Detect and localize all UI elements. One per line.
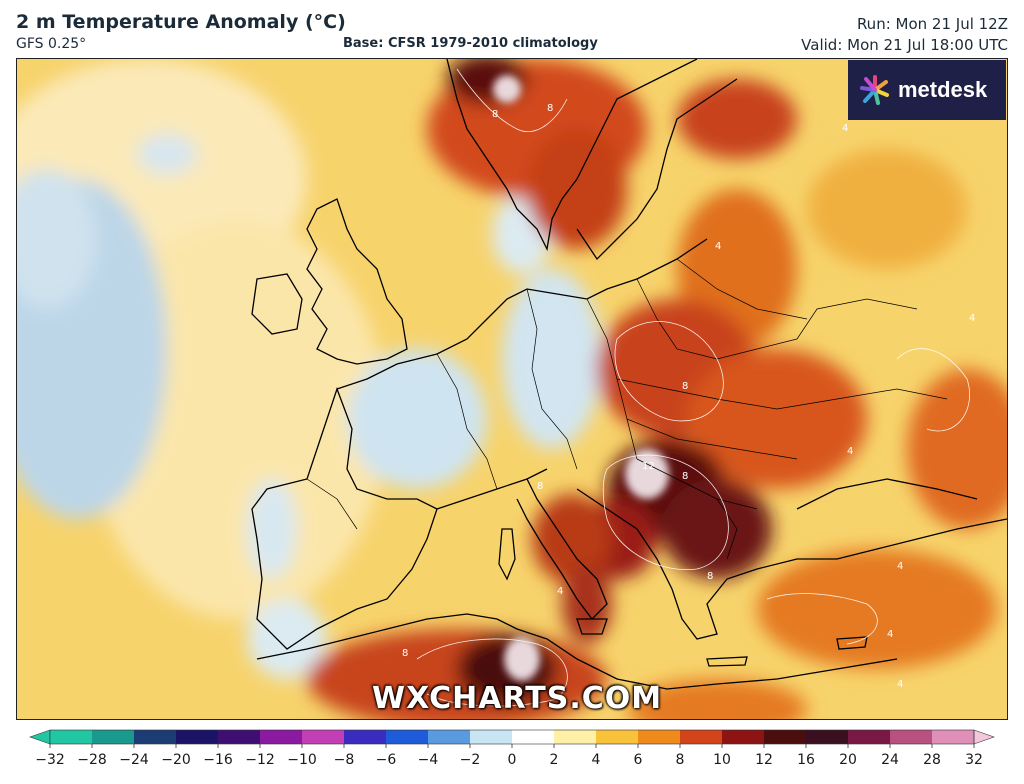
metdesk-logo-text: metdesk bbox=[898, 77, 988, 102]
contour-label: 8 bbox=[707, 571, 713, 582]
legend-tick-label: −6 bbox=[376, 752, 397, 768]
legend-tick-label: 20 bbox=[839, 752, 857, 768]
legend-tick-label: 24 bbox=[881, 752, 899, 768]
temperature-anomaly-map: 8 8 4 4 4 4 4 4 12 8 8 8 4 4 8 8 bbox=[16, 58, 1008, 720]
legend-tick-label: 4 bbox=[592, 752, 601, 768]
coastlines bbox=[251, 59, 1007, 690]
legend-swatch bbox=[92, 730, 135, 744]
color-legend-labels: −32 −28 −24 −20 −16 −12 −10 −8 −6 −4 −2 0 2 4 6 8 10 12 16… bbox=[35, 744, 983, 768]
contour-label: 4 bbox=[715, 241, 721, 252]
legend-tick-label: 6 bbox=[634, 752, 643, 768]
legend-swatch bbox=[176, 730, 219, 744]
contour-label: 8 bbox=[547, 103, 553, 114]
contour-label: 4 bbox=[842, 123, 848, 134]
legend-tick-label: −4 bbox=[418, 752, 439, 768]
climatology-base-label: Base: CFSR 1979-2010 climatology bbox=[343, 36, 598, 51]
legend-tick-label: −16 bbox=[203, 752, 233, 768]
model-label: GFS 0.25° bbox=[16, 36, 87, 52]
contour-label: 8 bbox=[402, 648, 408, 659]
legend-tick-label: −28 bbox=[77, 752, 107, 768]
legend-swatch bbox=[50, 730, 93, 744]
metdesk-pinwheel-icon bbox=[860, 75, 889, 105]
legend-swatch bbox=[932, 730, 975, 744]
contour-label: 8 bbox=[492, 109, 498, 120]
legend-swatch bbox=[344, 730, 387, 744]
contour-label: 4 bbox=[897, 561, 903, 572]
legend-swatch bbox=[470, 730, 513, 744]
contour-label: 8 bbox=[682, 471, 688, 482]
legend-tick-label: −12 bbox=[245, 752, 275, 768]
contour-lines bbox=[416, 68, 970, 707]
legend-tick-label: −8 bbox=[334, 752, 355, 768]
legend-tick-label: 2 bbox=[550, 752, 559, 768]
color-legend: −32 −28 −24 −20 −16 −12 −10 −8 −6 −4 −2 0 2 4 6 8 10 12 16… bbox=[29, 729, 995, 768]
legend-tick-label: 28 bbox=[923, 752, 941, 768]
wxcharts-watermark: WXCHARTS.COM bbox=[372, 681, 663, 716]
extreme-cores bbox=[493, 75, 669, 681]
contour-label: 12 bbox=[642, 461, 655, 472]
borders bbox=[306, 258, 948, 560]
run-time-label: Run: Mon 21 Jul 12Z bbox=[856, 15, 1008, 33]
legend-tick-label: −24 bbox=[119, 752, 149, 768]
contour-label: 4 bbox=[557, 586, 563, 597]
color-legend-bar bbox=[29, 729, 995, 745]
legend-swatch bbox=[386, 730, 429, 744]
legend-swatch bbox=[680, 730, 723, 744]
contour-label-layer: 8 8 4 4 4 4 4 4 12 8 8 8 4 4 8 8 bbox=[402, 103, 975, 690]
legend-tick-label: 8 bbox=[676, 752, 685, 768]
contour-label: 4 bbox=[847, 446, 853, 457]
legend-tick-label: 32 bbox=[965, 752, 983, 768]
legend-arrow-high bbox=[973, 729, 995, 745]
contour-label: 4 bbox=[897, 679, 903, 690]
anomaly-field bbox=[17, 59, 1007, 719]
legend-swatch bbox=[428, 730, 471, 744]
legend-swatch bbox=[302, 730, 345, 744]
legend-swatch bbox=[722, 730, 765, 744]
legend-tick-label: 10 bbox=[713, 752, 731, 768]
legend-swatch bbox=[890, 730, 933, 744]
legend-tick-label: 16 bbox=[797, 752, 815, 768]
legend-swatch bbox=[554, 730, 597, 744]
legend-swatch bbox=[596, 730, 639, 744]
chart-title: 2 m Temperature Anomaly (°C) bbox=[16, 11, 346, 33]
contour-label: 4 bbox=[887, 629, 893, 640]
legend-swatch bbox=[848, 730, 891, 744]
legend-tick-label: −20 bbox=[161, 752, 191, 768]
legend-swatch bbox=[134, 730, 177, 744]
legend-swatch bbox=[806, 730, 849, 744]
contour-label: 8 bbox=[537, 481, 543, 492]
legend-swatch bbox=[512, 730, 555, 744]
legend-swatch bbox=[638, 730, 681, 744]
legend-swatch bbox=[764, 730, 807, 744]
legend-tick-label: −10 bbox=[287, 752, 317, 768]
legend-swatch bbox=[218, 730, 261, 744]
legend-tick-label: 12 bbox=[755, 752, 773, 768]
contour-label: 8 bbox=[682, 381, 688, 392]
legend-arrow-low bbox=[29, 729, 51, 745]
valid-time-label: Valid: Mon 21 Jul 18:00 UTC bbox=[801, 36, 1008, 54]
contour-label: 4 bbox=[969, 313, 975, 324]
map-canvas: 8 8 4 4 4 4 4 4 12 8 8 8 4 4 8 8 bbox=[17, 59, 1007, 719]
legend-tick-label: 0 bbox=[508, 752, 517, 768]
legend-swatch bbox=[260, 730, 303, 744]
metdesk-logo: metdesk bbox=[848, 60, 1006, 120]
legend-tick-label: −2 bbox=[460, 752, 481, 768]
legend-tick-label: −32 bbox=[35, 752, 65, 768]
